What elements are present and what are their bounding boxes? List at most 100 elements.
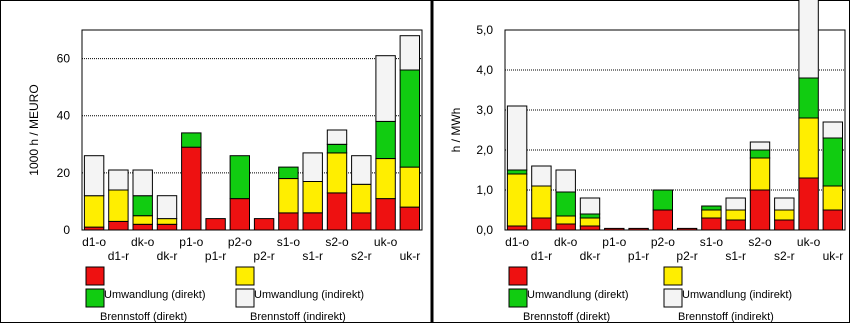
left-y-ticks: 0 20 40 60 — [57, 52, 71, 237]
right-bar-d1-r-umwandlung-indirekt — [531, 185, 552, 219]
right-bar-dk-r-brennstoff-indirekt — [579, 197, 601, 215]
right-legend-swatch-brennstoff-direkt — [508, 288, 528, 308]
right-chart: 0,01,02,03,04,05,0 d1-od1-rdk-odk-rp1-op… — [449, 0, 846, 263]
left-bar-d1-r-brennstoff-indirekt — [108, 169, 129, 191]
right-bar-s1-o-umwandlung-direkt — [701, 217, 722, 231]
left-bar-s2-r-brennstoff-indirekt — [351, 155, 372, 185]
right-legend-label-umwandlung-direkt: Umwandlung (direkt) — [527, 289, 628, 301]
right-x-label-s1-r: s1-r — [725, 249, 746, 263]
left-bar-uk-o-umwandlung-indirekt — [375, 158, 396, 200]
right-bar-uk-r-umwandlung-direkt — [822, 209, 843, 231]
right-y-tick-label: 1,0 — [476, 183, 493, 197]
right-y-tick-label: 2,0 — [476, 143, 493, 157]
right-bar-uk-o-umwandlung-direkt — [798, 177, 819, 231]
right-bar-s1-o-umwandlung-indirekt — [701, 209, 722, 219]
right-bar-dk-r-umwandlung-direkt — [579, 225, 601, 231]
left-legend-label-brennstoff-indirekt: Brennstoff (indirekt) — [250, 311, 346, 323]
left-bar-uk-o-umwandlung-direkt — [375, 198, 396, 231]
left-x-label-p1-r: p1-r — [205, 249, 226, 263]
right-bar-uk-r-umwandlung-indirekt — [822, 185, 843, 211]
right-bar-p2-o-brennstoff-direkt — [652, 189, 673, 211]
right-bar-dk-o-umwandlung-direkt — [555, 223, 576, 231]
left-x-label-s1-o: s1-o — [277, 235, 301, 249]
left-bar-p2-r-umwandlung-direkt — [253, 218, 275, 231]
right-x-label-p2-r: p2-r — [676, 249, 697, 263]
right-x-label-s1-o: s1-o — [700, 235, 724, 249]
right-y-ticks: 0,0 1,0 2,0 3,0 4,0 5,0 — [476, 23, 493, 237]
right-legend-label-brennstoff-direkt: Brennstoff (direkt) — [523, 311, 610, 323]
left-bars — [83, 35, 421, 231]
left-x-label-uk-o: uk-o — [374, 235, 398, 249]
right-bar-d1-r-brennstoff-indirekt — [531, 165, 552, 187]
right-bar-dk-o-brennstoff-indirekt — [555, 169, 576, 193]
left-y-tick-label: 0 — [63, 223, 70, 237]
left-bar-s2-o-umwandlung-indirekt — [326, 152, 348, 194]
left-legend-swatch-brennstoff-indirekt — [235, 288, 255, 308]
left-x-label-p2-r: p2-r — [253, 249, 274, 263]
left-x-labels: d1-od1-rdk-odk-rp1-op1-rp2-op2-rs1-os1-r… — [82, 235, 420, 263]
left-legend-label-umwandlung-indirekt: Umwandlung (indirekt) — [254, 289, 364, 301]
right-bar-s1-r-brennstoff-indirekt — [725, 197, 746, 211]
right-bar-d1-o-umwandlung-direkt — [506, 225, 528, 231]
left-x-label-p2-o: p2-o — [228, 235, 252, 249]
right-bar-p1-o-umwandlung-direkt — [604, 227, 625, 231]
left-x-label-s1-r: s1-r — [302, 249, 323, 263]
left-bar-uk-o-brennstoff-indirekt — [375, 55, 396, 122]
left-bar-dk-o-brennstoff-direkt — [132, 195, 153, 217]
right-y-tick-label: 3,0 — [476, 103, 493, 117]
right-bar-p1-r-umwandlung-direkt — [628, 227, 649, 231]
left-bar-d1-r-umwandlung-direkt — [108, 220, 129, 231]
left-bar-uk-r-umwandlung-direkt — [399, 206, 421, 231]
left-x-label-p1-o: p1-o — [179, 235, 203, 249]
left-bar-uk-r-brennstoff-direkt — [399, 69, 421, 168]
left-legend-label-umwandlung-direkt: Umwandlung (direkt) — [104, 289, 205, 301]
right-x-labels: d1-od1-rdk-odk-rp1-op1-rp2-op2-rs1-os1-r… — [505, 235, 843, 263]
left-legend: Umwandlung (direkt) Brennstoff (direkt) … — [85, 266, 364, 323]
right-bar-uk-o-brennstoff-direkt — [798, 77, 819, 119]
left-bar-dk-o-brennstoff-indirekt — [132, 169, 153, 197]
right-bar-s2-o-brennstoff-direkt — [749, 149, 771, 159]
right-y-tick-label: 0,0 — [476, 223, 493, 237]
right-x-label-p1-o: p1-o — [602, 235, 626, 249]
left-bar-dk-r-umwandlung-direkt — [156, 223, 178, 231]
right-bar-s2-o-brennstoff-indirekt — [749, 141, 771, 151]
left-bar-s1-r-brennstoff-indirekt — [302, 152, 323, 182]
left-x-label-d1-o: d1-o — [82, 235, 106, 249]
left-bar-p2-o-umwandlung-direkt — [229, 198, 251, 231]
right-bar-dk-r-umwandlung-indirekt — [579, 217, 601, 227]
right-bar-s2-o-umwandlung-indirekt — [749, 157, 771, 191]
right-bar-p2-o-umwandlung-direkt — [652, 209, 673, 231]
right-x-label-dk-o: dk-o — [554, 235, 578, 249]
left-bar-p1-o-umwandlung-direkt — [181, 146, 202, 231]
right-bar-s2-r-umwandlung-direkt — [774, 219, 795, 231]
right-y-axis-label: h / MWh — [449, 108, 463, 153]
left-x-label-uk-r: uk-r — [400, 249, 421, 263]
right-bar-s1-r-umwandlung-direkt — [725, 219, 746, 231]
left-bar-s2-o-brennstoff-indirekt — [326, 129, 348, 145]
right-legend: Umwandlung (direkt) Brennstoff (direkt) … — [508, 266, 792, 323]
right-x-label-p2-o: p2-o — [651, 235, 675, 249]
right-bar-uk-o-umwandlung-indirekt — [798, 117, 819, 179]
right-x-label-s2-r: s2-r — [774, 249, 795, 263]
left-bar-d1-o-umwandlung-indirekt — [83, 195, 105, 228]
left-bar-s1-r-umwandlung-direkt — [302, 212, 323, 231]
right-x-label-d1-r: d1-r — [531, 249, 552, 263]
right-legend-swatch-brennstoff-indirekt — [663, 288, 683, 308]
left-plot-area — [81, 29, 423, 231]
left-bar-s1-o-brennstoff-direkt — [278, 166, 299, 180]
left-chart: 0 20 40 60 d1-od1-rdk-odk-rp1-op1-rp2-op2-r… — [27, 29, 423, 263]
left-bar-dk-o-umwandlung-direkt — [132, 223, 153, 231]
left-bar-p1-o-brennstoff-direkt — [181, 132, 202, 148]
left-x-label-dk-r: dk-r — [157, 249, 178, 263]
left-bar-s1-o-umwandlung-indirekt — [278, 178, 299, 214]
left-bar-p2-o-brennstoff-direkt — [229, 155, 251, 200]
right-legend-label-brennstoff-indirekt: Brennstoff (indirekt) — [678, 311, 774, 323]
right-bar-uk-r-brennstoff-direkt — [822, 137, 843, 187]
left-y-tick-label: 60 — [57, 52, 71, 66]
right-legend-swatch-umwandlung-indirekt — [663, 266, 683, 286]
left-bar-uk-r-brennstoff-indirekt — [399, 35, 421, 71]
left-bar-dk-r-umwandlung-indirekt — [156, 218, 178, 225]
left-legend-swatch-umwandlung-indirekt — [235, 266, 255, 286]
